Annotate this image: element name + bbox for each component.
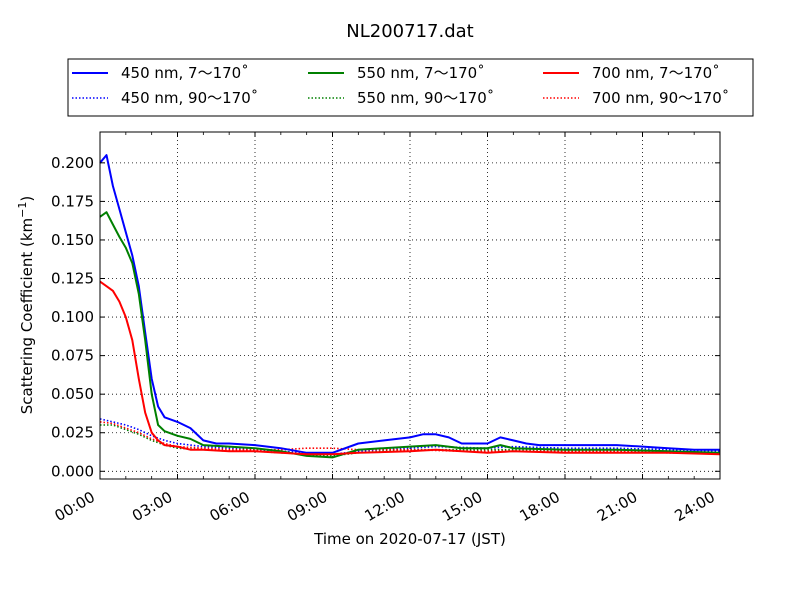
series-line (99, 280, 721, 456)
x-tick-label: 18:00 (517, 488, 563, 525)
x-tick-label: 24:00 (672, 488, 718, 525)
legend-frame (67, 58, 754, 117)
series-line (99, 421, 720, 454)
axis-ticks: 00:00 03:00 06:00 09:00 12:00 15:00 18:00 21:00… (51, 132, 721, 525)
x-tick-label: 00:00 (52, 488, 98, 525)
legend-label: 550 nm, 7～170˚ (357, 64, 485, 82)
x-tick-label: 21:00 (594, 488, 640, 525)
y-tick-label: 0.075 (51, 347, 94, 365)
y-tick-label: 0.100 (51, 308, 94, 326)
series-layer (99, 154, 721, 459)
y-tick-label: 0.150 (51, 231, 94, 249)
y-tick-label: 0.175 (51, 192, 94, 210)
plot-area (100, 132, 720, 479)
legend-label: 450 nm, 7～170˚ (121, 64, 249, 82)
grid-lines (100, 132, 720, 479)
x-tick-label: 12:00 (362, 488, 408, 525)
chart-title: NL200717.dat (346, 21, 473, 42)
x-tick-label: 03:00 (129, 488, 175, 525)
series-line (99, 211, 721, 459)
y-tick-label: 0.050 (51, 385, 94, 403)
chart-legend: 450 nm, 7～170˚ 450 nm, 90～170˚ 550 nm, 7～1… (67, 58, 754, 117)
y-axis-label-close: ) (18, 196, 36, 202)
y-tick-label: 0.025 (51, 424, 94, 442)
y-tick-label: 0.200 (51, 154, 94, 172)
legend-label: 700 nm, 90～170˚ (592, 89, 729, 107)
series-line (99, 154, 720, 454)
y-tick-label: 0.000 (51, 462, 94, 480)
legend-label: 550 nm, 90～170˚ (357, 89, 494, 107)
x-axis-label: Time on 2020-07-17 (JST) (313, 530, 506, 548)
y-axis-label: Scattering Coefficient (km−1) (16, 196, 36, 415)
y-axis-label-exponent: −1 (16, 202, 29, 218)
legend-label: 700 nm, 7～170˚ (592, 64, 720, 82)
legend-label: 450 nm, 90～170˚ (121, 89, 258, 107)
y-tick-label: 0.125 (51, 270, 94, 288)
x-tick-label: 15:00 (439, 488, 485, 525)
x-tick-label: 06:00 (207, 488, 253, 525)
y-axis-label-text: Scattering Coefficient (km (18, 218, 36, 414)
x-tick-label: 09:00 (284, 488, 330, 525)
